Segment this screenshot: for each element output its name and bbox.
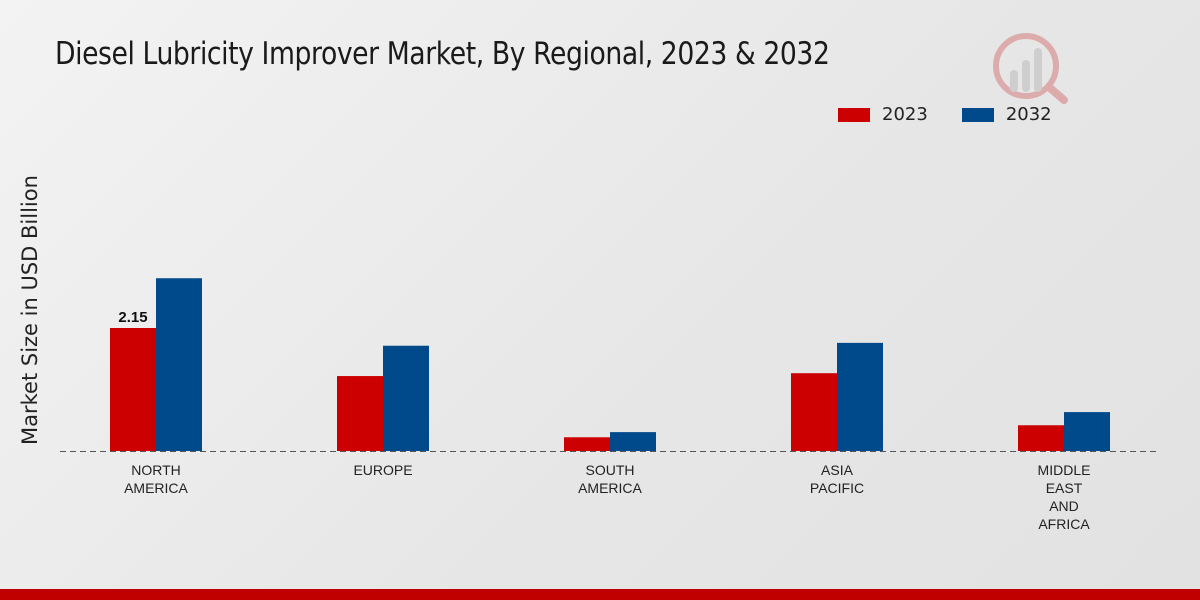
bar-2023-asia-pacific (791, 373, 837, 451)
watermark-logo-icon (992, 30, 1072, 114)
bar-2023-middle-east-and-africa (1018, 425, 1064, 451)
x-tick-label: NORTH (131, 462, 181, 478)
x-tick-label: EAST (1046, 480, 1083, 496)
legend-item-2023: 2023 (838, 104, 928, 125)
bar-2032-europe (383, 345, 429, 451)
bar-2032-south-america (610, 432, 656, 451)
x-tick-label: SOUTH (586, 462, 635, 478)
footer-bar (0, 589, 1200, 600)
legend-swatch-2023 (838, 107, 870, 122)
legend: 2023 2032 (838, 104, 1052, 125)
bar-2032-asia-pacific (837, 342, 883, 451)
legend-item-2032: 2032 (961, 104, 1052, 125)
bar-2023-south-america (564, 437, 610, 451)
bar-2023-europe (337, 376, 383, 451)
bar-2032-north-america (156, 278, 202, 451)
x-tick-label: AMERICA (124, 480, 188, 496)
x-tick-label: MIDDLE (1038, 462, 1091, 478)
x-tick-label: AMERICA (578, 480, 642, 496)
x-tick-label: AND (1049, 498, 1079, 514)
x-tick-label: PACIFIC (810, 480, 864, 496)
bar-2032-middle-east-and-africa (1064, 412, 1110, 451)
x-tick-label: ASIA (821, 462, 854, 478)
x-tick-label: EUROPE (353, 462, 412, 478)
legend-label-2023: 2023 (882, 104, 928, 125)
bar-2023-north-america (110, 328, 156, 451)
legend-swatch-2032 (961, 107, 994, 122)
legend-label-2032: 2032 (1005, 104, 1052, 125)
data-label: 2.15 (118, 309, 147, 326)
chart-title: Diesel Lubricity Improver Market, By Reg… (55, 36, 830, 72)
x-tick-label: AFRICA (1038, 516, 1090, 532)
